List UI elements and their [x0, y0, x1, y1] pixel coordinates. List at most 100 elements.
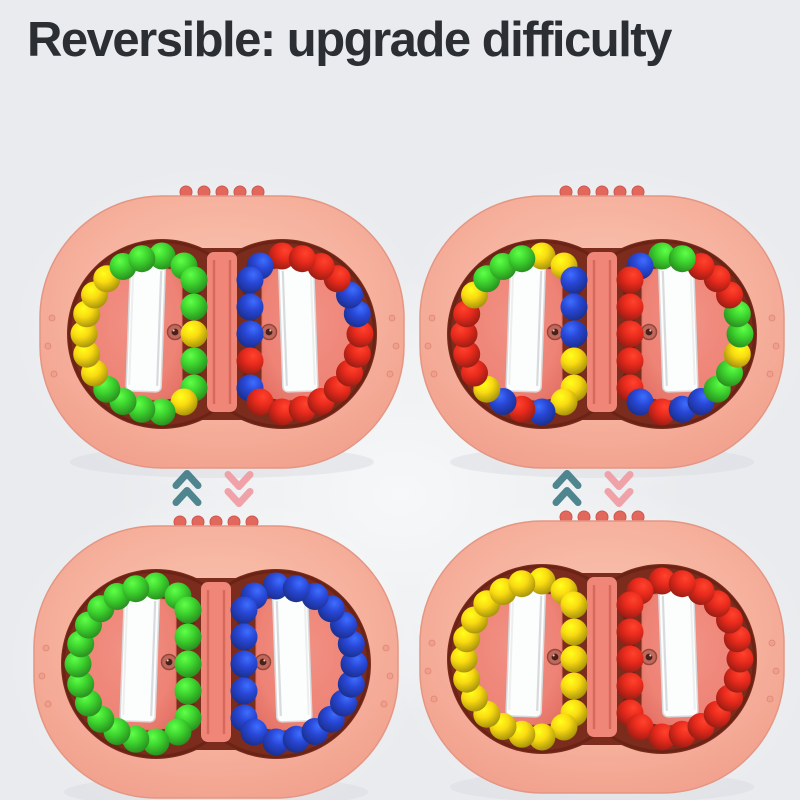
bead-green [148, 398, 176, 426]
puzzle-toy-top-left [39, 185, 405, 478]
bead-red [343, 340, 371, 368]
bead-green [164, 718, 192, 746]
bead-green [142, 728, 170, 756]
screw [254, 653, 272, 671]
bead-red [616, 645, 644, 673]
beads [236, 242, 374, 426]
bead-red [668, 570, 696, 598]
bead-green [64, 650, 92, 678]
bead-yellow [70, 320, 98, 348]
bead-yellow [560, 347, 588, 375]
bead-red [346, 320, 374, 348]
dial-left [450, 567, 588, 751]
bead-yellow [560, 672, 588, 700]
bead-red [726, 645, 754, 673]
bead-blue [528, 398, 556, 426]
bead-green [128, 245, 156, 273]
dial-left [450, 242, 588, 426]
edge-dots [424, 314, 780, 378]
bead-yellow [528, 567, 556, 595]
center-bridge [201, 582, 231, 742]
bead-red [648, 723, 676, 751]
bead-yellow [73, 340, 101, 368]
bead-yellow [560, 645, 588, 673]
bead-red [648, 398, 676, 426]
bead-red [453, 340, 481, 368]
beads [616, 242, 754, 426]
edge-dots [424, 639, 780, 703]
screw [546, 648, 564, 666]
beads [450, 242, 588, 426]
center-bridge [587, 577, 617, 737]
bead-red [648, 567, 676, 595]
bead-yellow [180, 320, 208, 348]
puzzle-toy-top-right [419, 185, 785, 478]
dial-right [616, 567, 754, 751]
bead-green [648, 242, 676, 270]
bead-green [67, 670, 95, 698]
bead-green [174, 623, 202, 651]
bead-blue [230, 650, 258, 678]
screw [546, 323, 564, 341]
bead-red [616, 320, 644, 348]
rotor-window [125, 262, 167, 393]
rotor-window [271, 592, 313, 723]
beads [450, 567, 588, 751]
bead-green [180, 347, 208, 375]
center-bridge [587, 252, 617, 412]
screw [166, 323, 184, 341]
dial-right [236, 242, 374, 426]
bead-red [616, 293, 644, 321]
bead-green [668, 245, 696, 273]
bead-yellow [450, 645, 478, 673]
bead-blue [282, 575, 310, 603]
bead-yellow [550, 713, 578, 741]
reverse-down-arrows-left [224, 471, 254, 507]
down-chevron-icon [604, 488, 634, 507]
down-chevron-icon [604, 471, 634, 490]
bead-red [616, 347, 644, 375]
bead-red [246, 388, 274, 416]
screw [160, 653, 178, 671]
bead-blue [236, 293, 264, 321]
up-chevron-icon [172, 470, 202, 489]
puzzle-toy-bottom-left [33, 515, 399, 800]
bead-blue [230, 677, 258, 705]
bead-green [148, 242, 176, 270]
bead-red [288, 245, 316, 273]
rotor-window [657, 262, 699, 393]
down-chevron-icon [224, 471, 254, 490]
bead-red [236, 347, 264, 375]
bead-yellow [528, 242, 556, 270]
bead-red [616, 266, 644, 294]
beads [70, 242, 208, 426]
bead-green [174, 596, 202, 624]
bead-blue [560, 266, 588, 294]
down-chevron-icon [224, 488, 254, 507]
rotor-window [505, 262, 547, 393]
bead-green [180, 266, 208, 294]
bead-blue [230, 596, 258, 624]
bead-yellow [723, 340, 751, 368]
bead-blue [560, 320, 588, 348]
bead-yellow [453, 665, 481, 693]
rotor-window [277, 262, 319, 393]
bead-red [616, 672, 644, 700]
bead-blue [240, 718, 268, 746]
edge-dots [44, 314, 400, 378]
bead-blue [230, 623, 258, 651]
dial-right [230, 572, 368, 756]
bead-red [626, 713, 654, 741]
screw [640, 323, 658, 341]
bead-yellow [528, 723, 556, 751]
dial-left [64, 572, 202, 756]
center-bridge [207, 252, 237, 412]
bead-green [726, 320, 754, 348]
bead-blue [262, 572, 290, 600]
beads [616, 567, 754, 751]
bead-blue [337, 670, 365, 698]
bead-yellow [508, 570, 536, 598]
dial-left [70, 242, 208, 426]
